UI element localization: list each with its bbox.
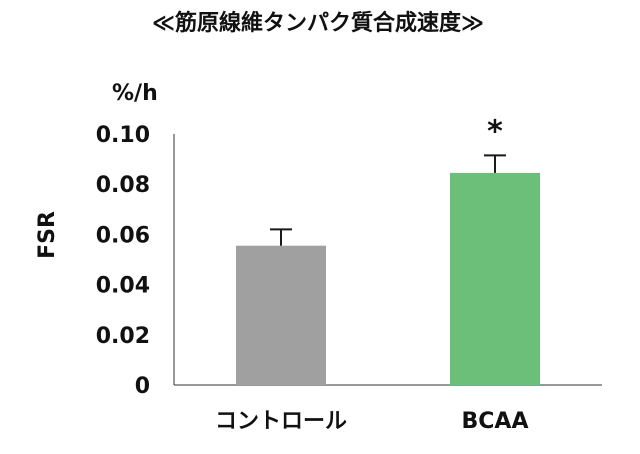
significance-marker: * (487, 114, 503, 149)
y-tick-labels: 0 0.02 0.04 0.06 0.08 0.10 (96, 123, 150, 399)
y-tick-label: 0.10 (96, 123, 150, 148)
y-tick-label: 0.06 (96, 223, 150, 248)
y-axis-title: FSR (35, 211, 60, 259)
bar-0 (236, 245, 326, 385)
y-unit-label: %/h (112, 81, 158, 106)
chart-title: ≪筋原線維タンパク質合成速度≫ (152, 10, 484, 36)
y-tick-label: 0.04 (96, 274, 150, 299)
x-tick-labels: コントロール BCAA (215, 409, 528, 434)
y-tick-label: 0.02 (96, 324, 150, 349)
x-tick-label-1: BCAA (462, 409, 529, 434)
y-tick-label: 0 (135, 374, 150, 399)
x-tick-label-0: コントロール (215, 409, 347, 434)
y-tick-label: 0.08 (96, 173, 150, 198)
bar-1 (450, 172, 540, 385)
bars: * (236, 114, 540, 385)
